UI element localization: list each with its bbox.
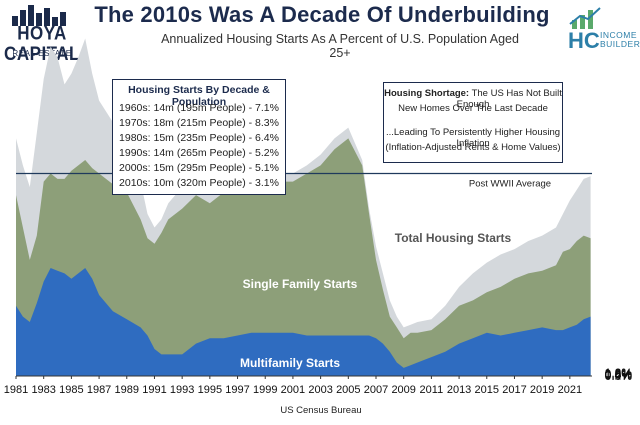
decade-row: 1980s: 15m (235m People) - 6.4% xyxy=(119,132,279,144)
logo-subtitle: REAL ESTATE xyxy=(12,49,72,58)
shortage-line-2: New Homes Over The Last Decade xyxy=(398,103,548,114)
x-tick-label: 1981 xyxy=(4,384,28,396)
x-tick-label: 1993 xyxy=(170,384,194,396)
x-tick-label: 1989 xyxy=(115,384,139,396)
y-tick-label: 0.0% xyxy=(605,369,633,383)
y-tick-label: 1.0% xyxy=(605,366,633,380)
x-tick-label: 2015 xyxy=(475,384,499,396)
total-starts-label: Total Housing Starts xyxy=(395,231,512,245)
rising-bars-icon xyxy=(569,7,601,29)
x-tick-label: 2019 xyxy=(530,384,554,396)
single-family-label: Single Family Starts xyxy=(243,277,358,291)
logo-text: INCOME BUILDER xyxy=(600,31,640,49)
shortage-text: The US Has Not Built Enough xyxy=(456,88,562,110)
decade-summary-heading: Housing Starts By Decade & Population xyxy=(128,84,270,108)
y-tick-label: 1.2% xyxy=(605,366,633,380)
logo-name: HOYA CAPITAL xyxy=(4,22,80,65)
skyline-icon xyxy=(10,4,72,26)
logo-mark: HC xyxy=(568,28,600,53)
x-tick-label: 1995 xyxy=(198,384,222,396)
x-tick-label: 2009 xyxy=(391,384,415,396)
source-label: US Census Bureau xyxy=(280,405,361,416)
x-tick-label: 1991 xyxy=(142,384,166,396)
housing-shortage-box: Housing Shortage: The US Has Not Built E… xyxy=(383,82,563,163)
x-tick-label: 2013 xyxy=(447,384,471,396)
multifamily-label: Multifamily Starts xyxy=(240,356,340,370)
single-family-area xyxy=(16,138,591,376)
x-tick-label: 2003 xyxy=(308,384,332,396)
post-wwii-average-label: Post WWII Average xyxy=(469,179,551,190)
decade-row: 2000s: 15m (295m People) - 5.1% xyxy=(119,162,279,174)
y-tick-label: 0.8% xyxy=(605,367,633,381)
income-builder-logo: HC INCOME BUILDER xyxy=(568,6,640,60)
x-tick-label: 1997 xyxy=(225,384,249,396)
x-tick-label: 2001 xyxy=(281,384,305,396)
y-tick-label: 0.2% xyxy=(605,368,633,382)
x-tick-label: 2021 xyxy=(558,384,582,396)
chart-title: The 2010s Was A Decade Of Underbuilding xyxy=(94,2,550,27)
logo-text-line-1: INCOME xyxy=(600,30,637,40)
x-tick-label: 2007 xyxy=(364,384,388,396)
decade-row: 1970s: 18m (215m People) - 8.3% xyxy=(119,117,279,129)
y-tick-label: 0.4% xyxy=(605,368,633,382)
hoya-capital-logo: HOYA CAPITAL REAL ESTATE xyxy=(4,4,80,66)
x-tick-label: 2017 xyxy=(502,384,526,396)
decade-row: 2010s: 10m (320m People) - 3.1% xyxy=(119,177,279,189)
chart-subtitle: Annualized Housing Starts As A Percent o… xyxy=(161,32,519,60)
multifamily-area xyxy=(16,268,591,376)
shortage-label: Housing Shortage: xyxy=(384,88,470,99)
x-tick-label: 1987 xyxy=(87,384,111,396)
x-tick-label: 1999 xyxy=(253,384,277,396)
x-tick-label: 1983 xyxy=(31,384,55,396)
decade-row: 1990s: 14m (265m People) - 5.2% xyxy=(119,147,279,159)
logo-text-line-2: BUILDER xyxy=(600,39,640,49)
decade-row: 1960s: 14m (195m People) - 7.1% xyxy=(119,102,279,114)
shortage-line-3: ...Leading To Persistently Higher Housin… xyxy=(385,127,561,149)
decade-summary-box: Housing Starts By Decade & Population 19… xyxy=(112,79,286,195)
x-tick-label: 1985 xyxy=(59,384,83,396)
x-tick-label: 2011 xyxy=(420,384,444,396)
x-tick-label: 2005 xyxy=(336,384,360,396)
shortage-line-4: (Inflation-Adjusted Rents & Home Values) xyxy=(385,142,561,153)
y-tick-label: 0.6% xyxy=(605,367,633,381)
shortage-line-1: Housing Shortage: The US Has Not Built E… xyxy=(384,88,562,110)
